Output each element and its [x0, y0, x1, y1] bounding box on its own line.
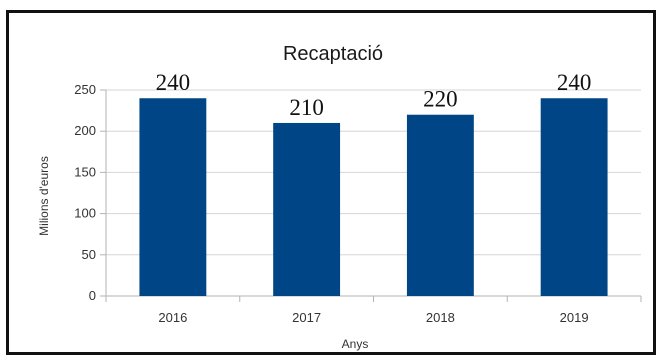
- y-tick-label: 100: [74, 206, 96, 221]
- x-axis-ticks: 2016 2017 2018 2019: [105, 296, 642, 325]
- data-labels: 240 210 220 240: [156, 70, 592, 120]
- bar: [540, 98, 608, 297]
- data-label: 210: [289, 95, 324, 120]
- data-label: 240: [557, 70, 592, 95]
- x-tick-label: 2017: [292, 310, 321, 325]
- bars: [139, 98, 608, 297]
- bar: [139, 98, 207, 297]
- y-axis-label: Milions d'euros: [37, 156, 51, 236]
- y-tick-label: 50: [82, 247, 96, 262]
- bar: [273, 122, 341, 297]
- x-axis-label: Anys: [342, 337, 369, 351]
- x-tick-label: 2019: [560, 310, 589, 325]
- y-tick-label: 150: [74, 164, 96, 179]
- x-tick-label: 2016: [158, 310, 187, 325]
- y-axis-ticks: 0 50 100 150 200 250: [74, 82, 106, 303]
- y-tick-label: 200: [74, 123, 96, 138]
- data-label: 240: [156, 70, 191, 95]
- y-tick-label: 250: [74, 82, 96, 97]
- x-tick-label: 2018: [426, 310, 455, 325]
- chart-title: Recaptació: [283, 43, 383, 65]
- bar: [406, 114, 474, 296]
- data-label: 220: [423, 87, 458, 112]
- y-tick-label: 0: [89, 288, 96, 303]
